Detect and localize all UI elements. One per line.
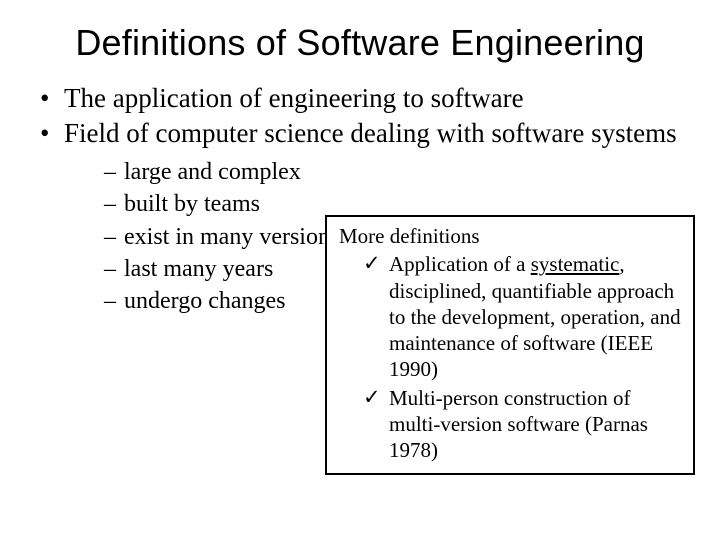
check-list: Application of a systematic, disciplined… <box>339 251 683 463</box>
check-item: Application of a systematic, disciplined… <box>363 251 683 382</box>
sub-bullet-text: exist in many versions <box>124 224 339 250</box>
slide: Definitions of Software Engineering The … <box>0 0 720 540</box>
sub-bullet-text: undergo changes <box>124 288 286 314</box>
check-text-pre: Application of a <box>389 252 531 276</box>
sub-bullet-text: last many years <box>124 256 273 282</box>
check-text-underline: systematic <box>531 252 620 276</box>
bullet-text: The application of engineering to softwa… <box>64 83 524 113</box>
callout-heading: More definitions <box>339 223 683 249</box>
bullet-text: Field of computer science dealing with s… <box>64 118 677 148</box>
sub-bullet-text: built by teams <box>124 191 260 217</box>
bullet-item: The application of engineering to softwa… <box>40 82 692 115</box>
check-item: Multi-person construction of multi-versi… <box>363 385 683 464</box>
sub-bullet-item: large and complex <box>104 156 692 188</box>
more-definitions-box: More definitions Application of a system… <box>325 215 695 475</box>
slide-title: Definitions of Software Engineering <box>0 0 720 82</box>
check-text-pre: Multi-person construction of multi-versi… <box>389 386 648 463</box>
sub-bullet-text: large and complex <box>124 159 301 185</box>
